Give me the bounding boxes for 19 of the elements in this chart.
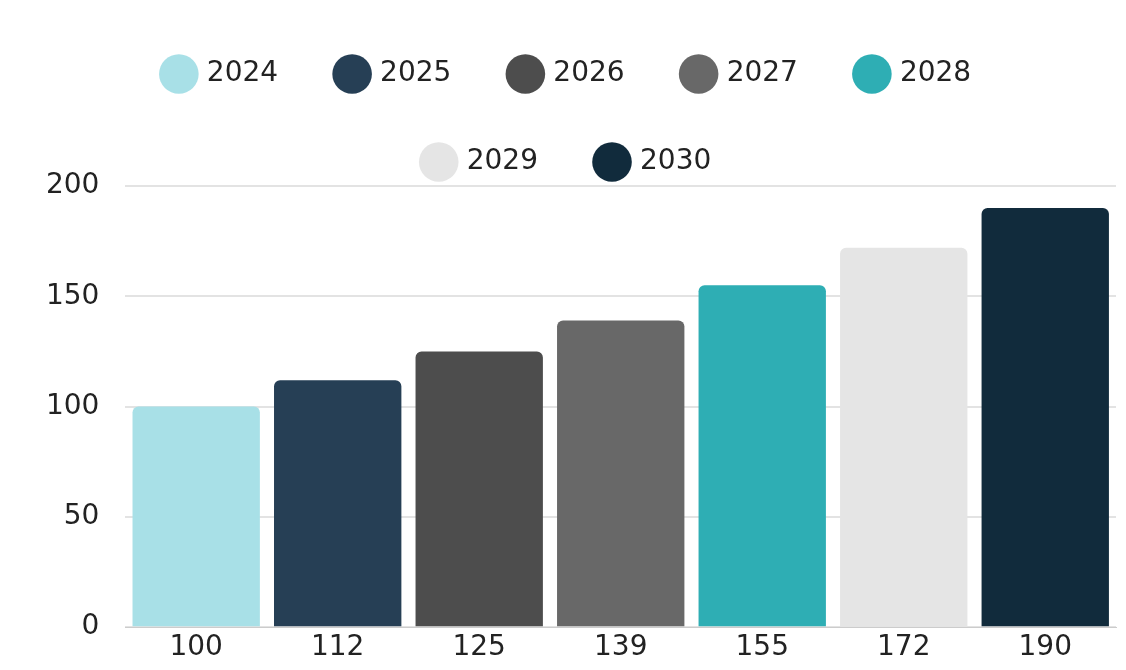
legend-label: 2028 (899, 55, 972, 89)
x-tick-label: 155 (735, 629, 789, 663)
legend-label: 2026 (553, 55, 625, 89)
y-tick-label: 0 (81, 608, 100, 642)
x-tick-label: 190 (1018, 629, 1072, 663)
x-tick-label: 100 (169, 629, 223, 663)
y-tick-label: 100 (45, 387, 100, 421)
y-tick-label: 150 (45, 277, 100, 311)
x-tick-label: 172 (877, 629, 931, 663)
legend-label: 2027 (726, 55, 798, 89)
x-tick-label: 125 (452, 629, 506, 663)
legend-label: 2024 (206, 55, 279, 89)
legend-label: 2025 (380, 55, 452, 89)
x-tick-label: 112 (310, 629, 365, 663)
legend-label: 2030 (640, 143, 712, 177)
y-tick-label: 50 (63, 498, 100, 532)
legend-label: 2029 (466, 143, 539, 177)
y-tick-label: 200 (45, 167, 100, 201)
x-tick-label: 139 (594, 629, 648, 663)
